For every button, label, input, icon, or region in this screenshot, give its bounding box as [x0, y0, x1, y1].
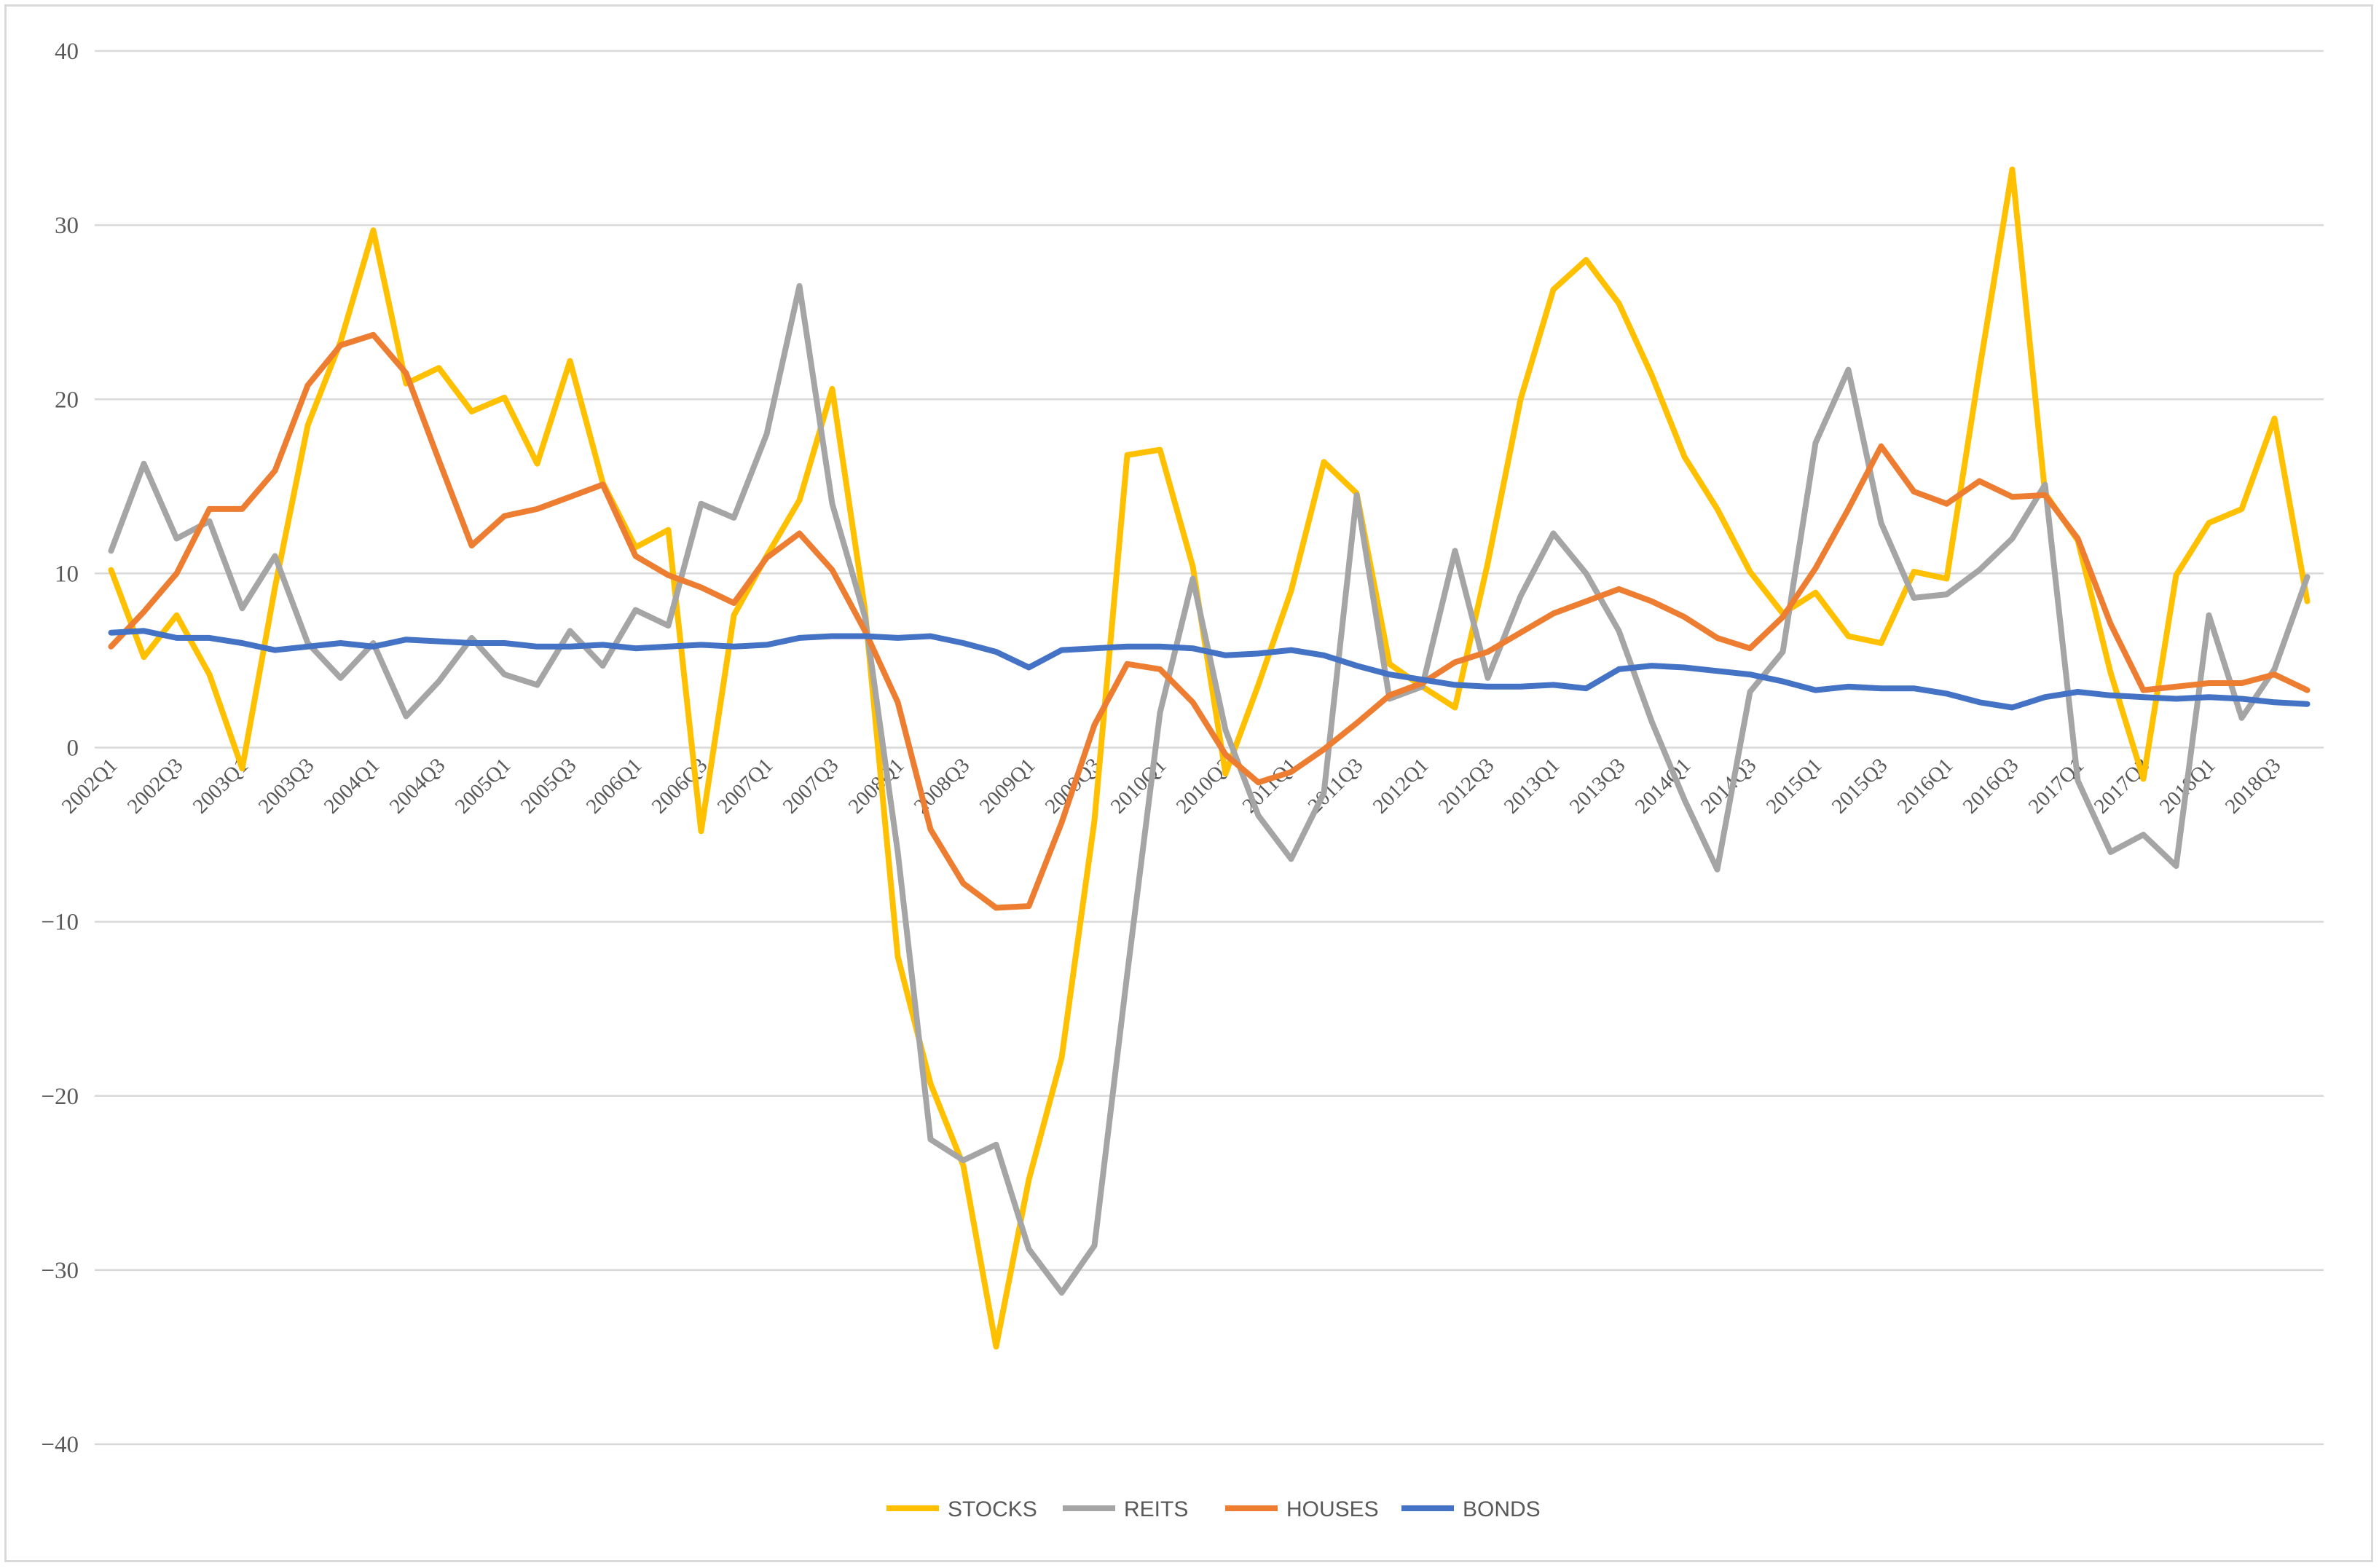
series-lines	[108, 166, 2311, 1350]
legend-label: REITS	[1124, 1497, 1188, 1521]
y-tick-label: −20	[41, 1084, 79, 1110]
x-tick-label: 2006Q1	[582, 754, 647, 819]
x-tick-label: 2004Q1	[320, 754, 385, 819]
x-tick-label: 2004Q3	[385, 754, 450, 819]
x-tick-label: 2005Q3	[516, 754, 581, 819]
y-tick-label: 10	[55, 561, 79, 587]
x-tick-label: 2010Q1	[1106, 754, 1171, 819]
y-tick-label: 30	[55, 213, 79, 239]
x-tick-label: 2013Q1	[1500, 754, 1565, 819]
y-tick-label: −10	[41, 910, 79, 936]
legend-item-stocks: STOCKS	[886, 1497, 1037, 1521]
chart-frame	[4, 4, 2373, 1562]
series-line-houses	[108, 331, 2311, 911]
x-tick-label: 2007Q3	[779, 754, 844, 819]
x-tick-label: 2002Q1	[58, 754, 122, 819]
legend-item-houses: HOUSES	[1225, 1497, 1379, 1521]
x-tick-label: 2003Q3	[254, 754, 319, 819]
legend-item-bonds: BONDS	[1401, 1497, 1541, 1521]
x-tick-label: 2018Q3	[2221, 754, 2286, 819]
x-tick-label: 2002Q3	[123, 754, 188, 819]
x-tick-label: 2015Q1	[1762, 754, 1827, 819]
series-line-stocks	[108, 166, 2311, 1350]
legend-item-reits: REITS	[1063, 1497, 1188, 1521]
x-tick-label: 2009Q1	[975, 754, 1040, 819]
series-line-bonds	[108, 628, 2311, 711]
x-tick-label: 2015Q3	[1828, 754, 1892, 819]
x-tick-label: 2016Q1	[1893, 754, 1958, 819]
x-axis-tick-labels: 2002Q1 2002Q3 2003Q1 2003Q3 2004Q1 2004Q3 2005…	[58, 754, 2286, 819]
x-tick-label: 2012Q3	[1434, 754, 1499, 819]
legend: STOCKS REITS HOUSES BONDS	[886, 1497, 1541, 1521]
y-axis-tick-labels: 40 30 20 10 0 −10 −20 −30 −40	[41, 39, 79, 1458]
y-tick-label: 20	[55, 387, 79, 413]
x-tick-label: 2016Q3	[1959, 754, 2024, 819]
x-tick-label: 2013Q3	[1565, 754, 1630, 819]
x-tick-label: 2012Q1	[1369, 754, 1434, 819]
y-tick-label: −40	[41, 1432, 79, 1458]
legend-label: BONDS	[1463, 1497, 1541, 1521]
y-tick-label: 40	[55, 39, 79, 65]
legend-label: STOCKS	[948, 1497, 1037, 1521]
gridlines	[95, 50, 2324, 1446]
x-tick-label: 2007Q1	[713, 754, 778, 819]
x-tick-label: 2005Q1	[451, 754, 516, 819]
x-tick-label: 2008Q1	[844, 754, 909, 819]
legend-label: HOUSES	[1286, 1497, 1379, 1521]
y-tick-label: −30	[41, 1258, 79, 1284]
y-tick-label: 0	[67, 736, 79, 762]
